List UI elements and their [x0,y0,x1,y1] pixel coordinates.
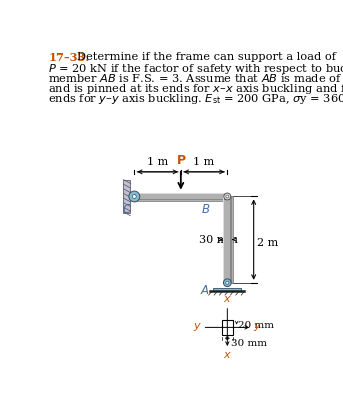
Circle shape [223,279,231,286]
Circle shape [226,195,229,198]
Text: $y$: $y$ [253,321,262,334]
Text: and is pinned at its ends for $x$–$x$ axis buckling and fixed at its: and is pinned at its ends for $x$–$x$ ax… [48,82,343,96]
Text: 2 m: 2 m [257,239,278,249]
Bar [132,193,227,201]
Text: $x$: $x$ [223,350,232,360]
Text: ends for $y$–$y$ axis buckling. $E_\mathrm{st}$ = 200 GPa, $\sigma$y = 360 MPa.: ends for $y$–$y$ axis buckling. $E_\math… [48,92,343,106]
Bar [123,180,130,213]
Circle shape [224,193,231,200]
Bar [223,196,224,283]
Circle shape [132,195,136,198]
Text: $\mathbf{P}$: $\mathbf{P}$ [176,154,186,167]
Circle shape [129,191,140,202]
Text: $C$: $C$ [122,203,132,215]
Bar [223,196,233,283]
Text: 30 mm: 30 mm [231,339,267,348]
Bar [222,320,233,335]
Text: 30 mm: 30 mm [199,235,238,245]
Text: $B$: $B$ [201,203,210,215]
Text: $y$: $y$ [193,321,202,334]
Bar [132,199,227,200]
Text: 20 mm: 20 mm [238,321,274,330]
Text: $A$: $A$ [200,284,210,296]
Text: 17–33.: 17–33. [48,52,90,63]
Text: member $AB$ is F.S. = 3. Assume that $AB$ is made of steel: member $AB$ is F.S. = 3. Assume that $AB… [48,72,343,84]
Text: $P$ = 20 kN if the factor of safety with respect to buckling of: $P$ = 20 kN if the factor of safety with… [48,62,343,76]
Circle shape [226,281,229,284]
Text: 1 m: 1 m [193,157,215,167]
Text: 1 m: 1 m [147,157,168,167]
Bar [213,288,241,291]
Bar [230,196,232,283]
Text: Determine if the frame can support a load of: Determine if the frame can support a loa… [77,52,336,62]
Text: $x$: $x$ [223,294,232,304]
Bar [132,193,227,194]
